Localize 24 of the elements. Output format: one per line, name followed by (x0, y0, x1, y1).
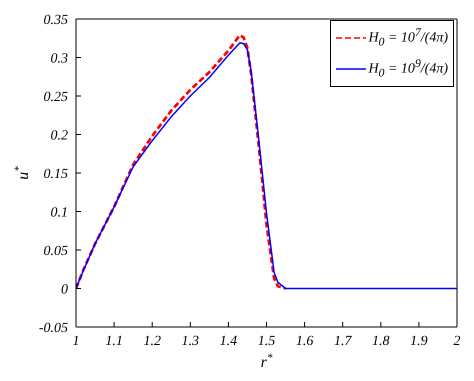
x-tick-label: 1.4 (220, 334, 238, 349)
x-tick-label: 1.8 (372, 334, 390, 349)
legend-label: H$_{0}$ = 10$^{7}$/(4π) (368, 25, 448, 50)
x-tick-label: 1.2 (143, 334, 161, 349)
y-tick-label: 0.15 (44, 166, 68, 182)
y-tick-label: 0.1 (50, 205, 68, 220)
x-tick-label: 1.7 (334, 334, 352, 349)
y-tick-label: 0.05 (44, 244, 68, 259)
x-tick-label: 1 (72, 334, 80, 349)
x-tick-label: 1.3 (182, 334, 200, 349)
x-tick-label: 1.9 (410, 334, 428, 349)
x-tick-label: 1.6 (296, 334, 314, 349)
x-axis-title: r$^{*}$ (260, 352, 273, 371)
x-tick-label: 1.1 (105, 334, 123, 349)
y-tick-label: 0.3 (50, 51, 68, 66)
x-tick-label: 1.5 (258, 334, 276, 349)
y-tick-label: -0.05 (38, 320, 68, 336)
y-tick-label: 0.35 (44, 12, 68, 28)
y-tick-label: 0.2 (50, 128, 68, 144)
x-tick-label: 2 (454, 334, 460, 349)
legend-label: H$_{0}$ = 10$^{9}$/(4π) (368, 56, 448, 82)
line-series (76, 34, 287, 290)
y-tick-label: 0 (61, 282, 68, 298)
y-tick-label: 0.25 (44, 90, 68, 105)
